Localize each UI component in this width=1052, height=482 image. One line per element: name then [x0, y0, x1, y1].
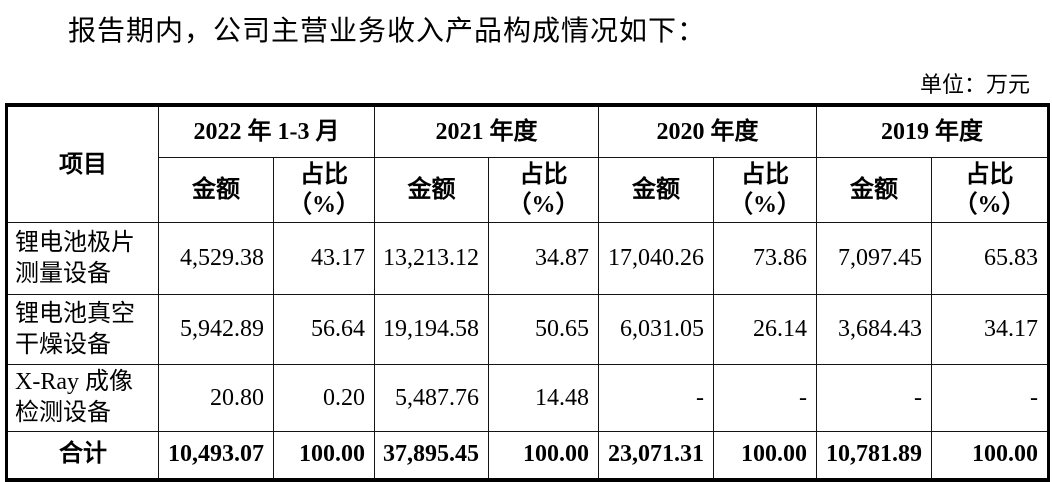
- value-cell: 6,031.05: [598, 294, 714, 366]
- col-header-amount-2019: 金额: [816, 157, 932, 224]
- ratio-label-line2: （%）: [953, 192, 1026, 219]
- ratio-label-line1: 占比: [741, 162, 789, 189]
- col-header-period-2021: 2021 年度: [374, 104, 599, 159]
- col-header-ratio-2022q1: 占比 （%）: [273, 157, 375, 224]
- value-cell: 100.00: [713, 430, 817, 481]
- value-cell: -: [598, 364, 714, 432]
- unit-label: 单位：万元: [919, 71, 1030, 97]
- value-cell: 0.20: [273, 364, 375, 432]
- value-cell: 5,942.89: [158, 294, 274, 366]
- value-cell: -: [713, 364, 817, 432]
- ratio-label-line1: 占比: [519, 162, 568, 189]
- col-header-ratio-2021: 占比 （%）: [488, 157, 599, 224]
- value-cell: 10,493.07: [158, 430, 274, 481]
- value-cell: 17,040.26: [598, 222, 714, 296]
- value-cell: 100.00: [488, 430, 599, 481]
- col-header-ratio-2020: 占比 （%）: [713, 157, 817, 224]
- col-header-period-2022q1: 2022 年 1-3 月: [158, 104, 375, 159]
- value-cell: 7,097.45: [816, 222, 932, 296]
- value-cell: 14.48: [488, 364, 599, 432]
- product-name-text: 合计: [59, 441, 107, 468]
- value-cell: 5,487.76: [374, 364, 489, 432]
- value-cell: 65.83: [931, 222, 1049, 296]
- col-header-amount-2021: 金额: [374, 157, 489, 224]
- ratio-label-line2: （%）: [729, 192, 801, 219]
- col-header-ratio-2019: 占比 （%）: [931, 157, 1049, 224]
- value-cell: 10,781.89: [816, 430, 932, 481]
- value-cell: 26.14: [713, 294, 817, 366]
- value-cell: 73.86: [713, 222, 817, 296]
- product-name-text: 锂电池极片测量设备: [15, 230, 135, 287]
- ratio-label-line1: 占比: [300, 162, 348, 189]
- value-cell: 20.80: [158, 364, 274, 432]
- product-name-text: X-Ray 成像检测设备: [15, 369, 133, 427]
- value-cell: 19,194.58: [374, 294, 489, 366]
- product-name-text: 锂电池真空干燥设备: [15, 301, 135, 358]
- table-row: X-Ray 成像检测设备 20.80 0.20 5,487.76 14.48- - - -: [6, 364, 1049, 432]
- ratio-label-line1: 占比: [965, 162, 1014, 189]
- table-body: 锂电池极片测量设备 4,529.38 43.17 13,213.12 34.87 17,0…: [6, 222, 1049, 481]
- col-header-period-2019: 2019 年度: [816, 104, 1049, 159]
- value-cell: 13,213.12: [374, 222, 489, 296]
- col-header-item: 项目: [6, 104, 159, 224]
- revenue-composition-table: 项目 2022 年 1-3 月 2021 年度 2020 年度 2019 年度 …: [5, 102, 1050, 482]
- value-cell: 50.65: [488, 294, 599, 366]
- col-header-amount-2020: 金额: [598, 157, 714, 224]
- value-cell: 23,071.31: [598, 430, 714, 481]
- value-cell: -: [816, 364, 932, 432]
- value-cell: 43.17: [273, 222, 375, 296]
- value-cell: 3,684.43: [816, 294, 932, 366]
- col-header-amount-2022q1: 金额: [158, 157, 274, 224]
- value-cell: 34.87: [488, 222, 599, 296]
- table-row: 锂电池真空干燥设备 5,942.89 56.64 19,194.58 50.65 6,03…: [6, 294, 1049, 366]
- col-header-period-2020: 2020 年度: [598, 104, 817, 159]
- ratio-label-line2: （%）: [507, 192, 580, 219]
- value-cell: 34.17: [931, 294, 1049, 366]
- value-cell: -: [931, 364, 1049, 432]
- product-name-cell: 锂电池真空干燥设备: [6, 294, 159, 366]
- intro-paragraph: 报告期内，公司主营业务收入产品构成情况如下：: [68, 16, 707, 47]
- table-row: 锂电池极片测量设备 4,529.38 43.17 13,213.12 34.87 17,0…: [6, 222, 1049, 296]
- product-name-cell: 锂电池极片测量设备: [6, 222, 159, 296]
- ratio-label-line2: （%）: [288, 192, 360, 219]
- product-name-cell: X-Ray 成像检测设备: [6, 364, 159, 432]
- value-cell: 56.64: [273, 294, 375, 366]
- value-cell: 100.00: [931, 430, 1049, 481]
- value-cell: 100.00: [273, 430, 375, 481]
- value-cell: 4,529.38: [158, 222, 274, 296]
- total-row: 合计 10,493.07 100.00 37,895.45 100.00 23,071.3…: [6, 430, 1049, 481]
- value-cell: 37,895.45: [374, 430, 489, 481]
- table-header: 项目 2022 年 1-3 月 2021 年度 2020 年度 2019 年度 …: [6, 104, 1049, 224]
- total-label-cell: 合计: [6, 430, 159, 481]
